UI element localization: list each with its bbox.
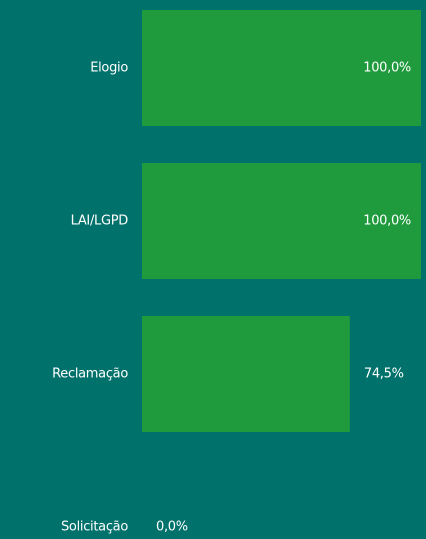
category-label: Solicitação: [61, 520, 128, 535]
bar: [142, 10, 421, 126]
bar: [142, 316, 350, 432]
category-label: Reclamação: [52, 367, 128, 382]
value-label: 74,5%: [364, 367, 404, 382]
bar: [142, 163, 421, 279]
value-label: 100,0%: [363, 61, 411, 76]
value-label: 100,0%: [363, 214, 411, 229]
category-label: Elogio: [90, 61, 128, 76]
value-label: 0,0%: [156, 520, 188, 535]
category-label: LAI/LGPD: [71, 214, 129, 229]
